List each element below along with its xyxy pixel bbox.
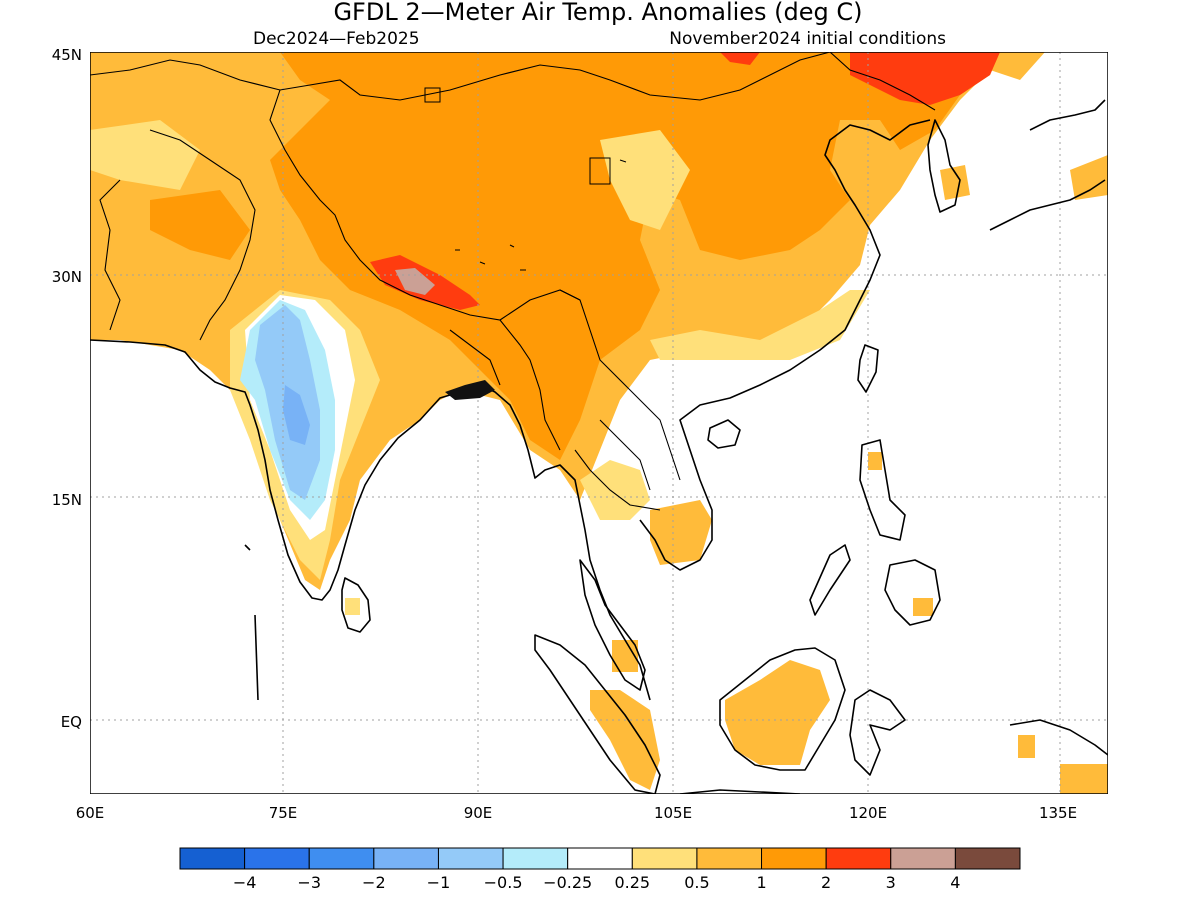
color-bar-swatch: [567, 847, 633, 870]
anomaly-region-1-2-cambodia: [650, 500, 712, 565]
season-label: Dec2024—Feb2025: [253, 29, 420, 49]
anomaly-region-1-2-papua: [1060, 764, 1108, 794]
color-bar-tick-label: −4: [233, 873, 257, 892]
color-bar-swatch: [179, 847, 246, 870]
color-bar-tick-label: 1: [756, 873, 766, 892]
lon-label: 135E: [1039, 804, 1077, 822]
coastlines: [90, 99, 1108, 794]
color-bar-tick-label: 0.25: [614, 873, 650, 892]
map-plot-area: [90, 52, 1108, 794]
anomaly-region-2-3: [270, 52, 1000, 460]
ganges-delta-mark: [445, 380, 495, 400]
color-bar-tick-label: −0.25: [543, 873, 592, 892]
anomaly-region-3-4-mongolia: [720, 52, 760, 65]
graticule: [90, 52, 1108, 794]
color-bar-tick-label: −3: [297, 873, 321, 892]
anomaly-region-1-2-sulawesi: [1018, 735, 1035, 758]
latitude-labels: 45N 30N 15N EQ: [52, 46, 82, 731]
color-bar-tick-label: 2: [821, 873, 831, 892]
lat-label: 15N: [52, 491, 82, 509]
map-title: GFDL 2—Meter Air Temp. Anomalies (deg C): [333, 0, 862, 26]
anomaly-region-1-2-malaya: [612, 640, 638, 672]
color-bar-swatch: [761, 847, 827, 870]
lon-label: 105E: [654, 804, 692, 822]
color-bar-swatch: [373, 847, 439, 870]
anomaly-region-1-2-korea: [940, 165, 970, 200]
color-bar-swatch: [502, 847, 569, 870]
lon-label: 120E: [849, 804, 887, 822]
anomaly-region-1-2-mindanao: [913, 598, 933, 616]
anomaly-region-neg2-neg1: [283, 385, 310, 445]
color-bar-swatch: [631, 847, 698, 870]
color-bar-swatch: [890, 847, 956, 870]
color-bar-tick-label: −1: [427, 873, 451, 892]
color-bar-swatch: [954, 847, 1021, 870]
lon-label: 60E: [76, 804, 105, 822]
color-bar-swatch: [825, 847, 892, 870]
anomaly-region-3-4-northeast: [850, 52, 1000, 105]
anomaly-region-1-2-sumatra: [590, 690, 660, 790]
lat-label: EQ: [61, 713, 82, 731]
country-borders: [90, 52, 936, 511]
anomaly-region-1-2-srilanka: [345, 598, 360, 615]
color-bar-tick-label: −2: [362, 873, 386, 892]
anomaly-region-0.5-1-china: [650, 290, 870, 360]
color-bar: [179, 847, 1021, 870]
anomaly-region-2-3-west: [150, 190, 250, 260]
initial-conditions-label: November2024 initial conditions: [669, 29, 946, 49]
color-bar-swatch: [696, 847, 763, 870]
lat-label: 45N: [52, 46, 82, 64]
anomaly-region-1-2-luzon: [868, 452, 882, 470]
lon-label: 90E: [464, 804, 493, 822]
color-bar-swatch: [308, 847, 375, 870]
anomaly-region-0.5-1-tibet: [600, 130, 690, 230]
color-bar-swatch: [437, 847, 504, 870]
color-bar-tick-label: 4: [950, 873, 960, 892]
color-bar-labels: −4 −3 −2 −1 −0.5 −0.25 0.25 0.5 1 2 3 4: [233, 873, 961, 892]
color-bar-tick-label: 3: [886, 873, 896, 892]
color-bar-tick-label: −0.5: [484, 873, 523, 892]
color-bar-tick-label: 0.5: [684, 873, 709, 892]
longitude-labels: 60E 75E 90E 105E 120E 135E: [76, 804, 1077, 822]
lat-label: 30N: [52, 268, 82, 286]
inland-water: [424, 87, 627, 271]
anomaly-region-1-2-borneo: [725, 660, 830, 765]
anomaly-region-1-2-japan: [1070, 155, 1108, 200]
anomaly-shading: [90, 52, 1108, 794]
color-bar-swatch: [244, 847, 310, 870]
anomaly-region-4plus-himalaya: [395, 268, 435, 295]
lon-label: 75E: [269, 804, 298, 822]
